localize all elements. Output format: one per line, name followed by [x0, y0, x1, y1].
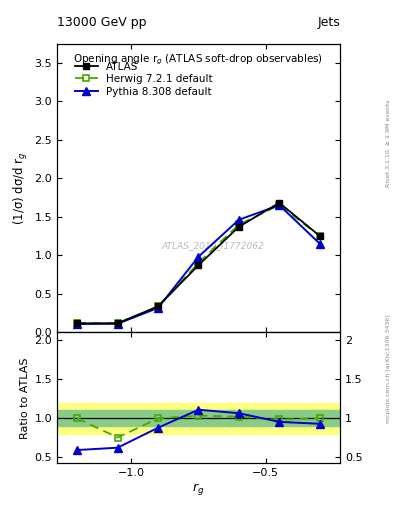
ATLAS: [237, 224, 241, 230]
Line: Herwig 7.2.1 default: Herwig 7.2.1 default: [74, 202, 323, 327]
Herwig 7.2.1 default: [196, 260, 201, 266]
Pythia 8.308 default: [237, 217, 241, 223]
ATLAS: [75, 320, 79, 326]
Pythia 8.308 default: [156, 305, 160, 311]
ATLAS: [196, 262, 201, 268]
Text: Rivet 3.1.10, ≥ 2.9M events: Rivet 3.1.10, ≥ 2.9M events: [386, 99, 391, 187]
Line: ATLAS: ATLAS: [74, 199, 323, 327]
Text: Opening angle r$_g$ (ATLAS soft-drop observables): Opening angle r$_g$ (ATLAS soft-drop obs…: [73, 52, 323, 67]
ATLAS: [115, 320, 120, 326]
Text: 13000 GeV pp: 13000 GeV pp: [57, 15, 147, 29]
Bar: [57, 402, 340, 434]
Y-axis label: (1/σ) dσ/d r$_g$: (1/σ) dσ/d r$_g$: [12, 151, 30, 225]
ATLAS: [277, 200, 282, 206]
Herwig 7.2.1 default: [75, 320, 79, 326]
Y-axis label: Ratio to ATLAS: Ratio to ATLAS: [20, 357, 30, 438]
Pythia 8.308 default: [75, 321, 79, 327]
X-axis label: r$_g$: r$_g$: [192, 481, 205, 497]
ATLAS: [318, 233, 322, 239]
Herwig 7.2.1 default: [318, 233, 322, 239]
Legend: ATLAS, Herwig 7.2.1 default, Pythia 8.308 default: ATLAS, Herwig 7.2.1 default, Pythia 8.30…: [71, 57, 217, 101]
Pythia 8.308 default: [196, 253, 201, 260]
Text: ATLAS_2019_I1772062: ATLAS_2019_I1772062: [161, 241, 264, 250]
Line: Pythia 8.308 default: Pythia 8.308 default: [73, 201, 323, 328]
Herwig 7.2.1 default: [237, 221, 241, 227]
Pythia 8.308 default: [277, 202, 282, 208]
ATLAS: [156, 303, 160, 309]
Herwig 7.2.1 default: [115, 320, 120, 326]
Text: Jets: Jets: [317, 15, 340, 29]
Herwig 7.2.1 default: [156, 303, 160, 309]
Pythia 8.308 default: [115, 321, 120, 327]
Herwig 7.2.1 default: [277, 202, 282, 208]
Bar: [57, 411, 340, 426]
Pythia 8.308 default: [318, 241, 322, 247]
Text: mcplots.cern.ch [arXiv:1306.3436]: mcplots.cern.ch [arXiv:1306.3436]: [386, 314, 391, 423]
